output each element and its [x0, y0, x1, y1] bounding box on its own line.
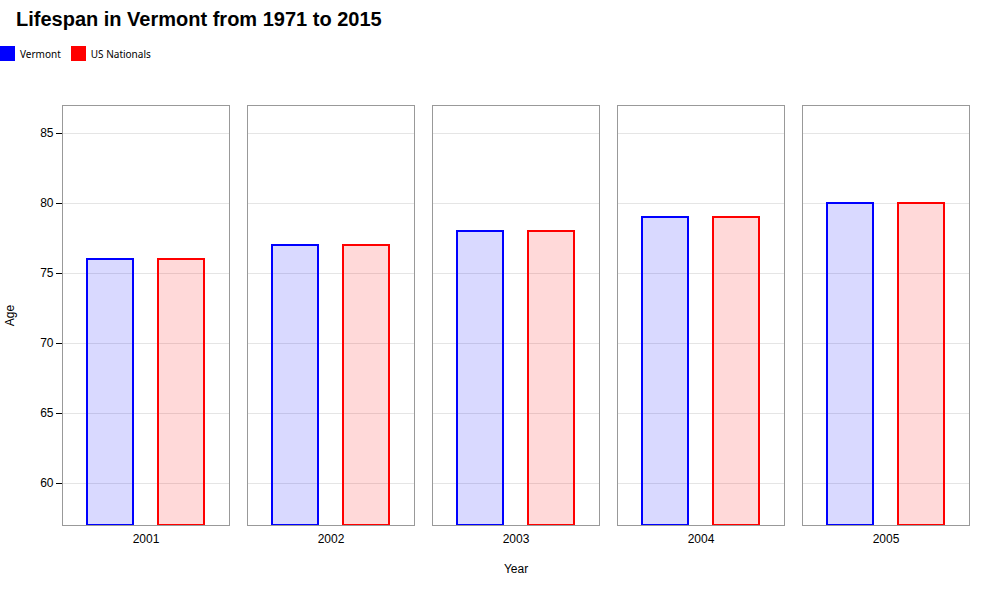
html-text:Vermont: Vermont [20, 46, 61, 61]
svg-text:65: 65 [40, 406, 54, 420]
svg-text:2001: 2001 [133, 532, 160, 546]
html-text:Lifespan in Vermont from 1971: Lifespan in Vermont from 1971 to 2015 [16, 8, 382, 30]
html-text:US Nationals: US Nationals [90, 46, 151, 61]
svg-text:80: 80 [40, 196, 54, 210]
svg-text:Year: Year [504, 562, 528, 576]
svg-text:2003: 2003 [503, 532, 530, 546]
svg-text:2005: 2005 [873, 532, 900, 546]
svg-text:85: 85 [40, 126, 54, 140]
svg-text:2002: 2002 [318, 532, 345, 546]
svg-text:70: 70 [40, 336, 54, 350]
svg-text:60: 60 [40, 476, 54, 490]
svg-text:75: 75 [40, 266, 54, 280]
svg-text:2004: 2004 [688, 532, 715, 546]
svg-text:Age: Age [3, 305, 17, 327]
